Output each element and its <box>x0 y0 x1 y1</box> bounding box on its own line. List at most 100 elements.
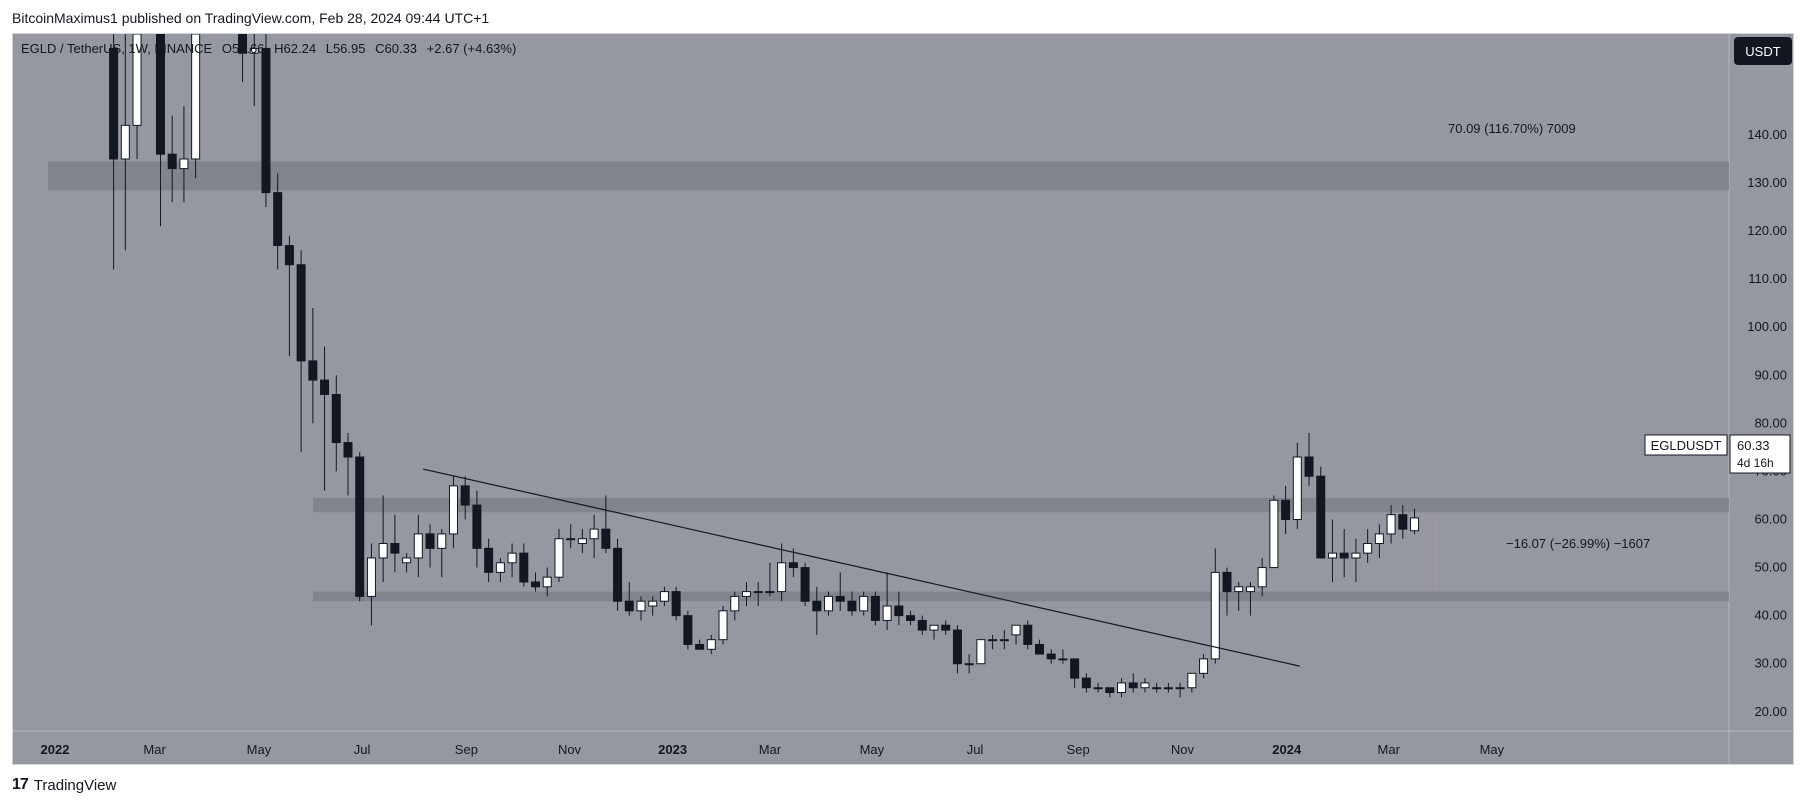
candle[interactable] <box>577 529 587 554</box>
candle[interactable] <box>1374 524 1384 558</box>
candle[interactable] <box>460 476 470 520</box>
candle[interactable] <box>1222 567 1232 616</box>
candle[interactable] <box>437 529 447 578</box>
candle[interactable] <box>507 543 517 578</box>
candle[interactable] <box>1292 442 1302 530</box>
candle[interactable] <box>355 452 365 602</box>
time-axis[interactable] <box>13 731 1729 765</box>
candle[interactable] <box>495 557 505 582</box>
symbol-price-tag[interactable]: EGLDUSDT <box>1644 434 1728 456</box>
candle[interactable] <box>870 591 880 626</box>
candle[interactable] <box>894 591 904 626</box>
candle[interactable] <box>741 581 751 607</box>
candle[interactable] <box>1070 658 1080 688</box>
candle[interactable] <box>1327 519 1337 582</box>
candle[interactable] <box>448 476 458 549</box>
candle[interactable] <box>238 34 248 83</box>
candle[interactable] <box>601 495 611 554</box>
zone-support-44[interactable] <box>313 591 1729 602</box>
descending-trendline[interactable] <box>422 468 1300 667</box>
candle[interactable] <box>648 596 658 616</box>
candle[interactable] <box>296 250 306 453</box>
candle[interactable] <box>320 346 330 491</box>
candle[interactable] <box>261 34 271 208</box>
candle[interactable] <box>1093 682 1103 693</box>
candle[interactable] <box>531 572 541 592</box>
chart-frame[interactable]: 20.0030.0040.0050.0060.0070.0080.0090.00… <box>12 33 1794 765</box>
candle[interactable] <box>554 529 564 582</box>
candle[interactable] <box>1058 649 1068 664</box>
candle[interactable] <box>1140 678 1150 693</box>
candle[interactable] <box>964 654 974 674</box>
candle[interactable] <box>1316 466 1326 559</box>
candle[interactable] <box>859 591 869 616</box>
candle[interactable] <box>343 432 353 496</box>
candle[interactable] <box>835 572 845 611</box>
candle[interactable] <box>1199 654 1209 679</box>
candle[interactable] <box>542 567 552 597</box>
candle[interactable] <box>249 34 259 107</box>
candle[interactable] <box>366 543 376 626</box>
candle[interactable] <box>1034 639 1044 655</box>
candle[interactable] <box>1187 672 1197 693</box>
symbol-info[interactable]: EGLD / TetherUS, 1W, BINANCE O57.66 H62.… <box>21 41 516 56</box>
candle[interactable] <box>976 639 986 665</box>
candle[interactable] <box>659 586 669 607</box>
candle[interactable] <box>812 586 822 635</box>
candle[interactable] <box>1163 682 1173 693</box>
candle[interactable] <box>1386 505 1396 544</box>
candle[interactable] <box>1234 581 1244 611</box>
candle[interactable] <box>671 586 681 621</box>
candle[interactable] <box>519 543 529 587</box>
candle[interactable] <box>917 615 927 635</box>
candle[interactable] <box>1081 673 1091 693</box>
candle[interactable] <box>273 173 283 270</box>
candle[interactable] <box>155 34 165 227</box>
candle[interactable] <box>472 490 482 568</box>
candle[interactable] <box>929 624 939 640</box>
candle[interactable] <box>1105 687 1115 698</box>
candle[interactable] <box>284 235 294 357</box>
candle[interactable] <box>624 581 634 616</box>
candle[interactable] <box>777 543 787 602</box>
footer-brand[interactable]: 17 TradingView <box>12 776 116 794</box>
candle[interactable] <box>1257 557 1267 597</box>
candle[interactable] <box>800 562 810 607</box>
candle[interactable] <box>1245 581 1255 616</box>
candle[interactable] <box>718 606 728 645</box>
candle[interactable] <box>179 106 189 203</box>
candle[interactable] <box>952 625 962 674</box>
candle[interactable] <box>1128 673 1138 693</box>
candle[interactable] <box>788 548 798 578</box>
candle[interactable] <box>1363 529 1373 563</box>
candle[interactable] <box>636 596 646 621</box>
candle[interactable] <box>413 514 423 578</box>
candle[interactable] <box>1398 505 1408 539</box>
candle[interactable] <box>331 375 341 472</box>
candle[interactable] <box>191 34 201 179</box>
candle[interactable] <box>999 630 1009 650</box>
candle[interactable] <box>308 307 318 424</box>
candle[interactable] <box>378 495 388 582</box>
candle[interactable] <box>1046 649 1056 664</box>
zone-horizontal-63[interactable] <box>313 497 1729 513</box>
candle[interactable] <box>1281 485 1291 534</box>
candle[interactable] <box>1339 529 1349 578</box>
candle[interactable] <box>1023 620 1033 650</box>
candle[interactable] <box>1410 508 1420 535</box>
candle[interactable] <box>1011 624 1021 645</box>
candle[interactable] <box>706 634 716 655</box>
candle[interactable] <box>132 34 142 159</box>
candle[interactable] <box>695 639 705 650</box>
candle[interactable] <box>941 620 951 635</box>
candle[interactable] <box>566 524 576 549</box>
candle[interactable] <box>765 562 775 597</box>
last-price-tag[interactable]: 60.33 4d 16h <box>1729 434 1791 474</box>
candle[interactable] <box>988 634 998 650</box>
zone-resistance-130[interactable] <box>48 161 1729 191</box>
candle[interactable] <box>906 610 916 626</box>
candle[interactable] <box>1304 432 1314 486</box>
candle[interactable] <box>847 591 857 616</box>
candle[interactable] <box>824 591 834 616</box>
candle[interactable] <box>589 514 599 558</box>
